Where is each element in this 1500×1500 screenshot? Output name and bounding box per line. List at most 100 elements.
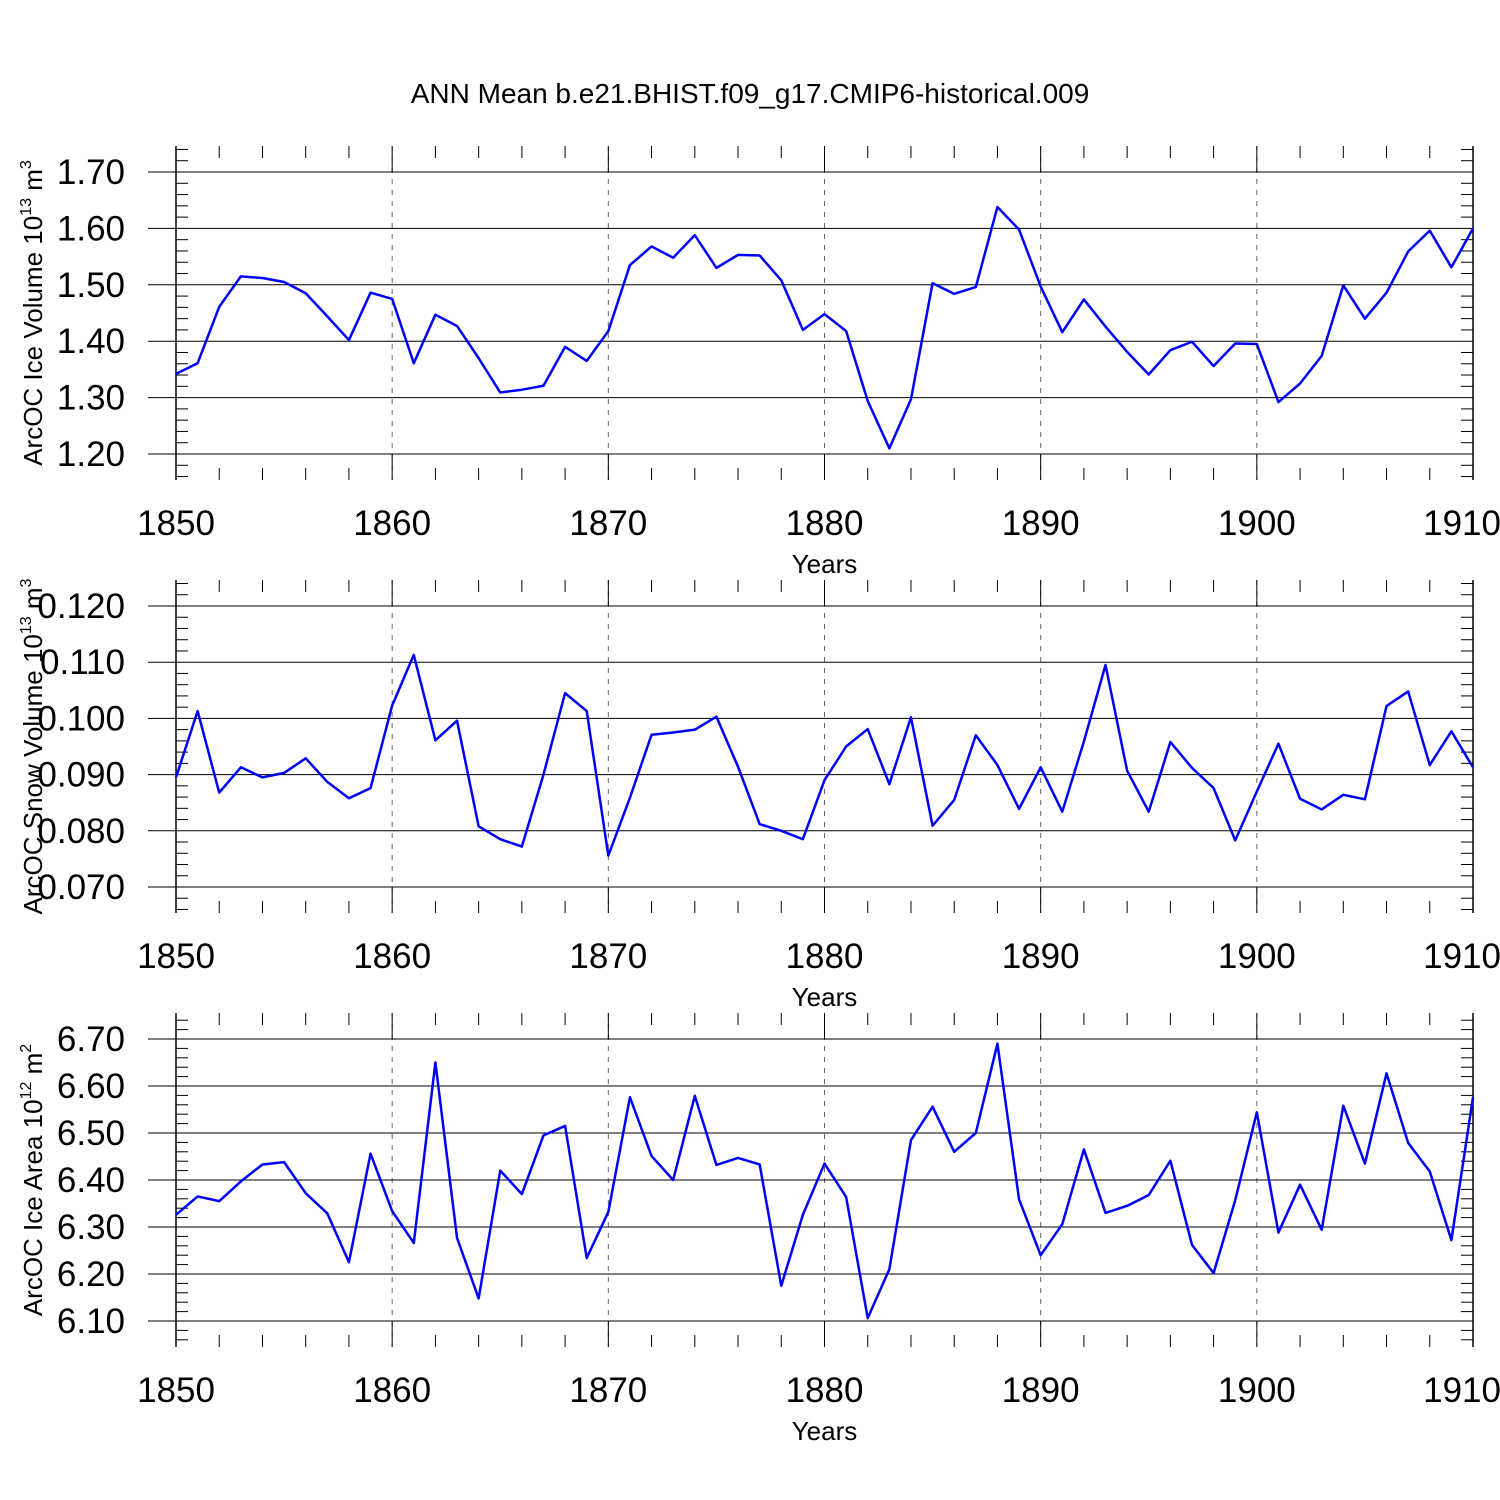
- x-tick-label: 1850: [137, 937, 215, 976]
- data-point: [931, 825, 933, 827]
- data-point: [953, 799, 955, 801]
- y-tick-label: 6.50: [57, 1114, 125, 1153]
- data-point: [629, 264, 631, 266]
- data-point: [975, 286, 977, 288]
- data-point: [1212, 365, 1214, 367]
- data-point: [1061, 810, 1063, 812]
- data-point: [1256, 343, 1258, 345]
- data-point: [910, 1139, 912, 1141]
- data-point: [1299, 798, 1301, 800]
- data-point: [240, 275, 242, 277]
- data-point: [1212, 787, 1214, 789]
- data-point: [564, 692, 566, 694]
- data-point: [1083, 298, 1085, 300]
- data-point: [694, 728, 696, 730]
- data-point: [240, 1180, 242, 1182]
- y-tick-label: 1.70: [57, 153, 125, 192]
- data-point: [607, 330, 609, 332]
- y-tick-label: 1.50: [57, 266, 125, 305]
- data-point: [499, 838, 501, 840]
- data-point: [845, 745, 847, 747]
- data-point: [780, 1285, 782, 1287]
- data-point: [261, 1163, 263, 1165]
- data-point: [521, 1193, 523, 1195]
- data-point: [1212, 1272, 1214, 1274]
- series-line: [175, 205, 1475, 450]
- y-tick-label: 0.080: [37, 812, 125, 851]
- data-point: [1320, 355, 1322, 357]
- data-point: [737, 766, 739, 768]
- data-point: [888, 1268, 890, 1270]
- data-point: [758, 1163, 760, 1165]
- data-point: [1234, 342, 1236, 344]
- data-point: [910, 398, 912, 400]
- data-point: [1299, 1184, 1301, 1186]
- series-line: [175, 1042, 1475, 1320]
- data-point: [1126, 351, 1128, 353]
- data-point: [1104, 664, 1106, 666]
- data-point: [802, 838, 804, 840]
- data-point: [845, 1196, 847, 1198]
- x-axis-title: Years: [792, 549, 858, 579]
- data-point: [1472, 227, 1474, 229]
- y-axis-title: ArcOC Snow Volume 1013 m3: [18, 578, 48, 914]
- x-tick-label: 1860: [353, 1371, 431, 1410]
- data-point: [413, 362, 415, 364]
- data-point: [629, 1096, 631, 1098]
- data-point: [1169, 349, 1171, 351]
- data-point: [305, 757, 307, 759]
- y-tick-label: 0.070: [37, 868, 125, 907]
- x-tick-label: 1870: [569, 937, 647, 976]
- data-point: [1429, 764, 1431, 766]
- data-point: [1039, 1254, 1041, 1256]
- data-point: [542, 773, 544, 775]
- data-point: [1342, 794, 1344, 796]
- data-point: [867, 728, 869, 730]
- data-point: [1234, 839, 1236, 841]
- data-point: [953, 1151, 955, 1153]
- data-point: [1407, 1142, 1409, 1144]
- data-point: [1191, 767, 1193, 769]
- data-point: [499, 391, 501, 393]
- data-point: [780, 830, 782, 832]
- data-point: [1018, 1198, 1020, 1200]
- data-point: [650, 245, 652, 247]
- data-point: [218, 1200, 220, 1202]
- y-tick-label: 1.40: [57, 322, 125, 361]
- data-point: [823, 1162, 825, 1164]
- data-point: [1104, 325, 1106, 327]
- data-point: [391, 704, 393, 706]
- data-point: [1126, 1205, 1128, 1207]
- data-point: [607, 1211, 609, 1213]
- x-axis-title: Years: [792, 982, 858, 1012]
- x-tick-label: 1890: [1002, 937, 1080, 976]
- data-point: [996, 206, 998, 208]
- data-point: [175, 373, 177, 375]
- x-tick-label: 1900: [1218, 504, 1296, 543]
- chart-panel-1: 1.20 1.30 1.40 1.50 1.60 1.70 1850 1860 1870 1880…: [18, 146, 1500, 579]
- y-tick-label: 1.20: [57, 435, 125, 474]
- data-point: [1472, 766, 1474, 768]
- data-point: [564, 1125, 566, 1127]
- data-point: [1083, 740, 1085, 742]
- data-point: [434, 739, 436, 741]
- data-point: [1148, 810, 1150, 812]
- data-point: [845, 330, 847, 332]
- data-point: [737, 1157, 739, 1159]
- data-point: [715, 267, 717, 269]
- y-tick-label: 0.090: [37, 756, 125, 795]
- data-point: [1234, 1199, 1236, 1201]
- x-tick-label: 1910: [1423, 1371, 1500, 1410]
- data-point: [1018, 808, 1020, 810]
- data-point: [1061, 331, 1063, 333]
- x-axis-title: Years: [792, 1416, 858, 1446]
- data-point: [975, 1132, 977, 1134]
- y-tick-label: 6.10: [57, 1302, 125, 1341]
- x-tick-label: 1910: [1423, 937, 1500, 976]
- data-point: [931, 1105, 933, 1107]
- data-point: [477, 357, 479, 359]
- data-point: [1342, 1105, 1344, 1107]
- data-point: [694, 1095, 696, 1097]
- y-tick-label: 6.60: [57, 1067, 125, 1106]
- data-point: [283, 772, 285, 774]
